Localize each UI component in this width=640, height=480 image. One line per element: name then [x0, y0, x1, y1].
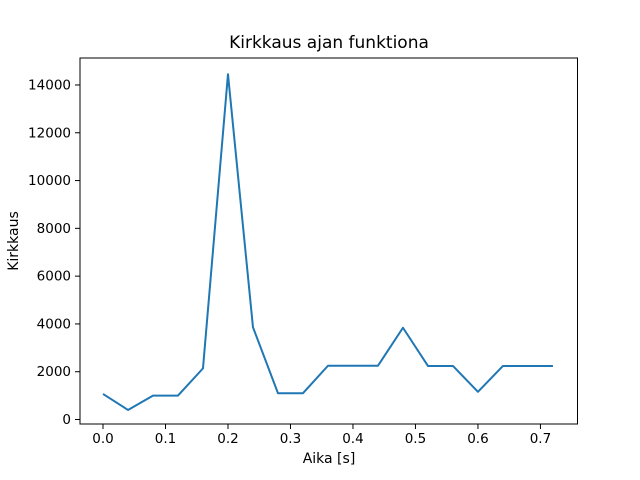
axes-spines [79, 57, 578, 425]
x-axis-label: Aika [s] [302, 451, 356, 467]
x-tick-label: 0.7 [530, 431, 551, 447]
y-tick-label: 4000 [37, 316, 71, 332]
y-tick-label: 14000 [28, 77, 71, 93]
y-tick-label: 0 [62, 412, 71, 428]
x-tick-label: 0.3 [280, 431, 301, 447]
x-tick-label: 0.1 [155, 431, 176, 447]
x-tick-label: 0.4 [342, 431, 363, 447]
y-tick-label: 8000 [37, 221, 71, 237]
x-tick-label: 0.6 [467, 431, 488, 447]
x-tick-label: 0.5 [405, 431, 426, 447]
y-tick-label: 6000 [37, 269, 71, 285]
data-line [102, 73, 553, 411]
y-tick-label: 12000 [28, 125, 71, 141]
x-tick-label: 0.0 [92, 431, 113, 447]
y-axis-label: Kirkkaus [6, 211, 22, 271]
y-tick-label: 2000 [37, 364, 71, 380]
chart-title: Kirkkaus ajan funktiona [229, 33, 429, 53]
y-tick-label: 10000 [28, 173, 71, 189]
x-tick-label: 0.2 [217, 431, 238, 447]
